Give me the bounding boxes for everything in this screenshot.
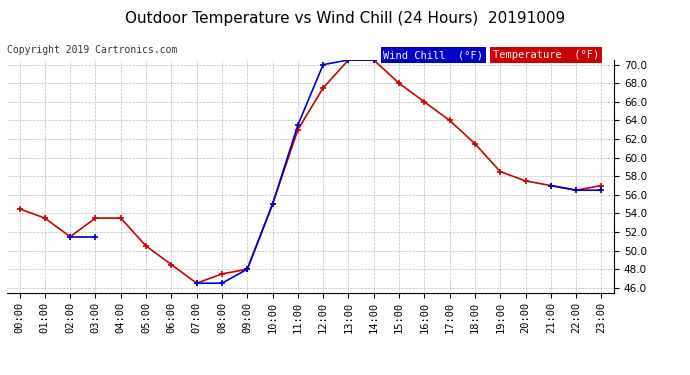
Text: Outdoor Temperature vs Wind Chill (24 Hours)  20191009: Outdoor Temperature vs Wind Chill (24 Ho… xyxy=(125,11,565,26)
Text: Copyright 2019 Cartronics.com: Copyright 2019 Cartronics.com xyxy=(7,45,177,55)
Text: Wind Chill  (°F): Wind Chill (°F) xyxy=(384,50,484,60)
Text: Temperature  (°F): Temperature (°F) xyxy=(493,50,599,60)
